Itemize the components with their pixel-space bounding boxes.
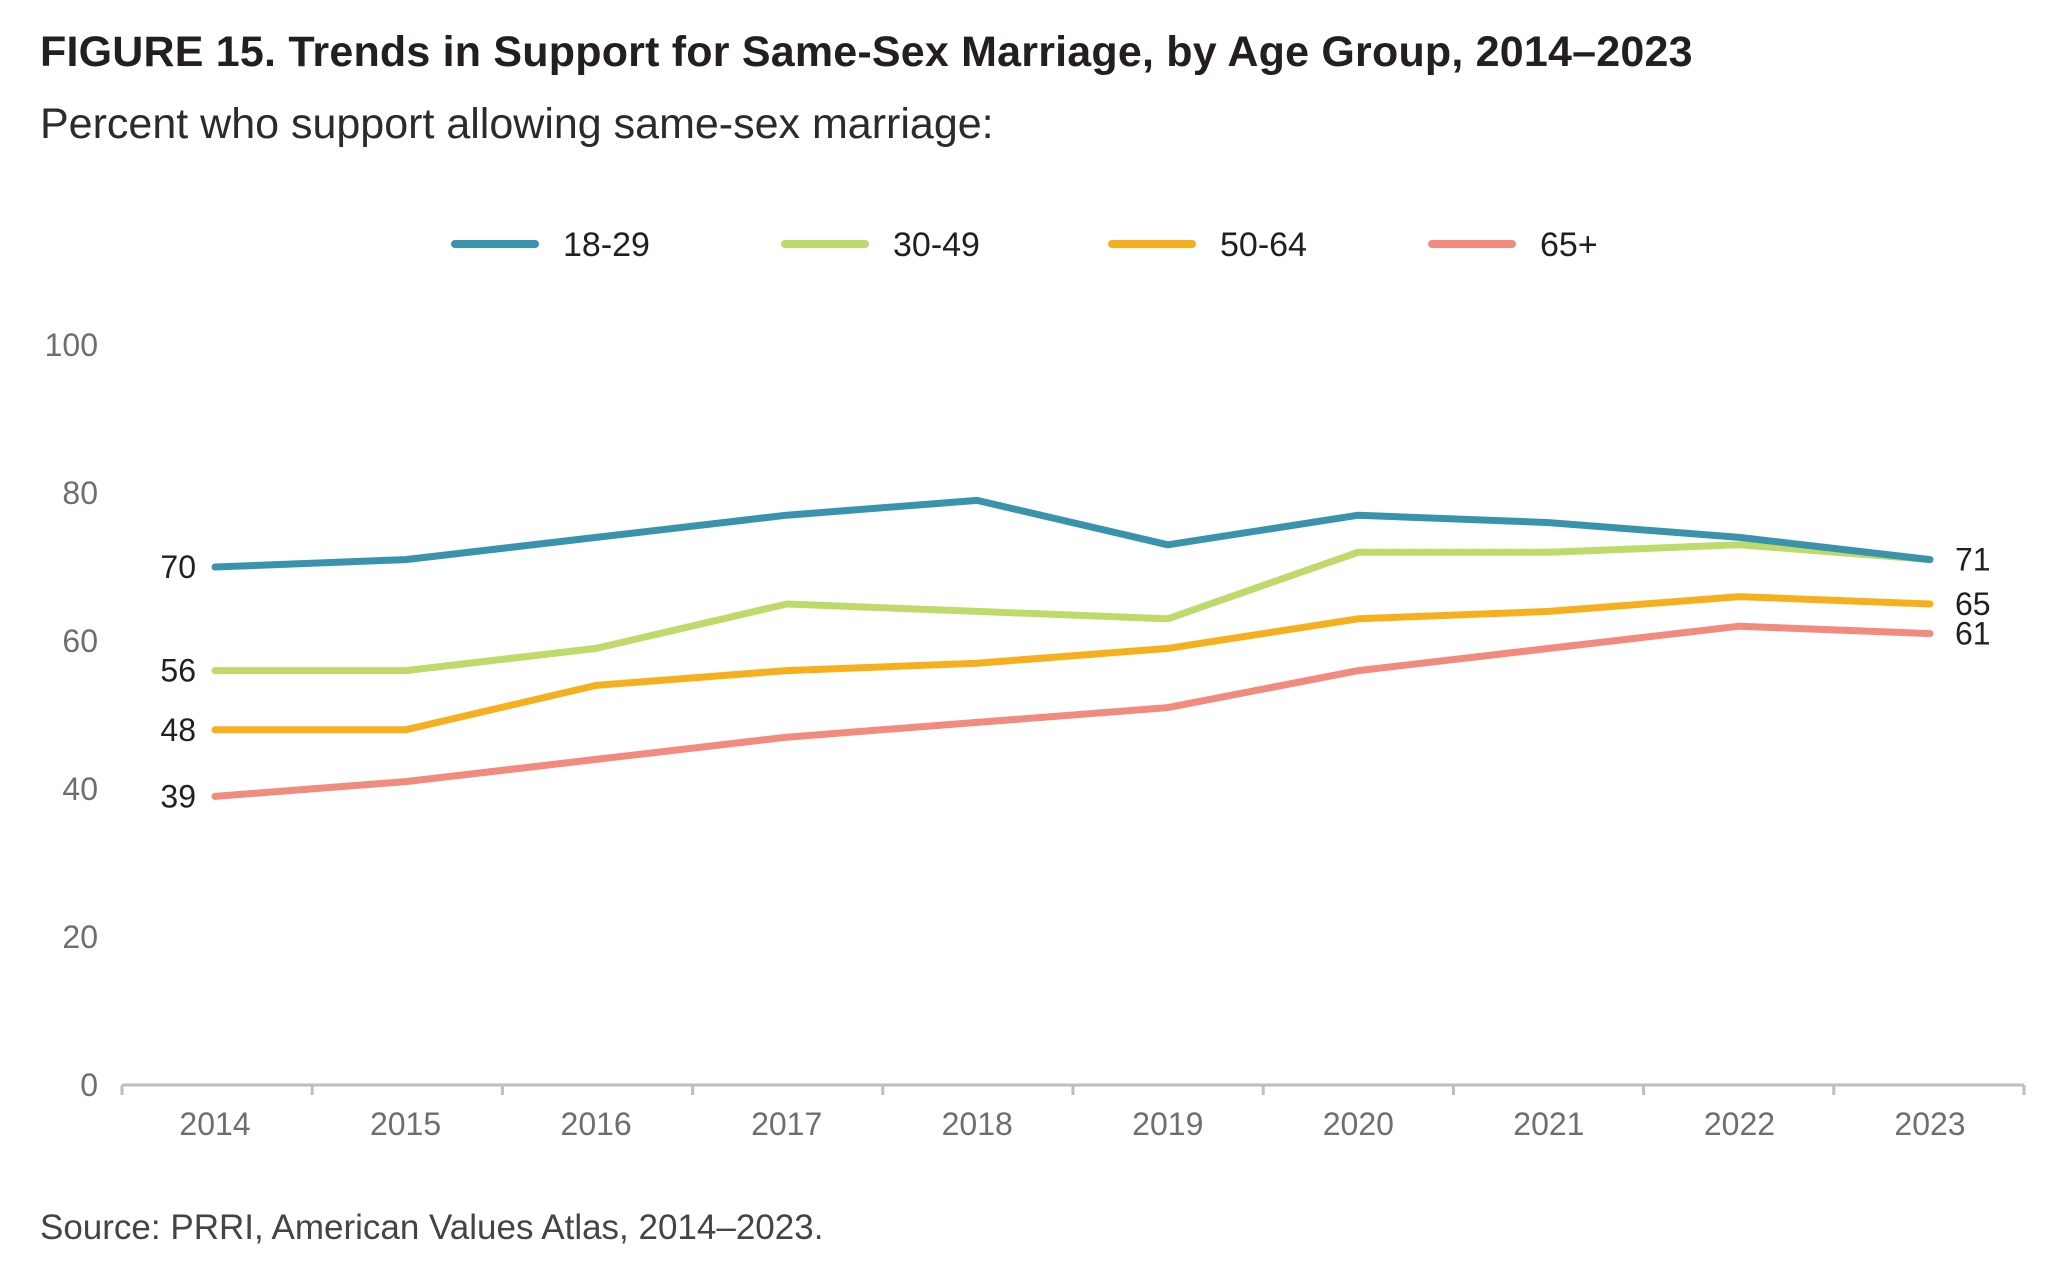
end-value-label: 71 bbox=[1955, 542, 1991, 578]
x-tick-label: 2022 bbox=[1704, 1106, 1775, 1142]
end-value-label: 65 bbox=[1955, 586, 1991, 622]
start-value-label: 56 bbox=[160, 653, 196, 689]
series-line bbox=[211, 496, 1934, 571]
series-lines bbox=[211, 496, 1934, 800]
y-tick-label: 20 bbox=[62, 919, 98, 955]
y-tick-label: 40 bbox=[62, 771, 98, 807]
series-line bbox=[211, 541, 1934, 675]
y-tick-label: 60 bbox=[62, 623, 98, 659]
x-tick-label: 2017 bbox=[751, 1106, 822, 1142]
y-tick-label: 80 bbox=[62, 475, 98, 511]
y-tick-label: 0 bbox=[80, 1067, 98, 1103]
chart-subtitle: Percent who support allowing same-sex ma… bbox=[40, 100, 994, 148]
chart-title: FIGURE 15. Trends in Support for Same-Se… bbox=[40, 28, 1693, 76]
legend-label: 65+ bbox=[1540, 226, 1598, 264]
legend-label: 18-29 bbox=[563, 226, 650, 264]
legend-label: 50-64 bbox=[1220, 226, 1307, 264]
y-tick-label: 100 bbox=[45, 327, 98, 363]
data-labels: 70 71 56 48 65 39 61 bbox=[160, 542, 1990, 815]
start-value-label: 48 bbox=[160, 712, 196, 748]
series-line bbox=[211, 593, 1934, 734]
x-tick-label: 2020 bbox=[1323, 1106, 1394, 1142]
x-tick-label: 2016 bbox=[561, 1106, 632, 1142]
end-value-label: 61 bbox=[1955, 616, 1991, 652]
x-tick-label: 2018 bbox=[942, 1106, 1013, 1142]
legend-label: 30-49 bbox=[893, 226, 980, 264]
source-note: Source: PRRI, American Values Atlas, 201… bbox=[40, 1208, 824, 1247]
x-tick-label: 2021 bbox=[1513, 1106, 1584, 1142]
start-value-label: 70 bbox=[160, 549, 196, 585]
start-value-label: 39 bbox=[160, 778, 196, 814]
x-tick-label: 2023 bbox=[1894, 1106, 1965, 1142]
legend: 18-29 30-49 50-64 65+ bbox=[451, 226, 1598, 264]
y-axis: 0 20 40 60 80 100 bbox=[45, 327, 98, 1103]
x-tick-label: 2014 bbox=[179, 1106, 250, 1142]
x-tick-label: 2015 bbox=[370, 1106, 441, 1142]
series-line bbox=[211, 622, 1934, 800]
x-axis: 2014 2015 2016 2017 2018 2019 2020 2021 2022 2023 bbox=[120, 1083, 2026, 1142]
x-tick-label: 2019 bbox=[1132, 1106, 1203, 1142]
